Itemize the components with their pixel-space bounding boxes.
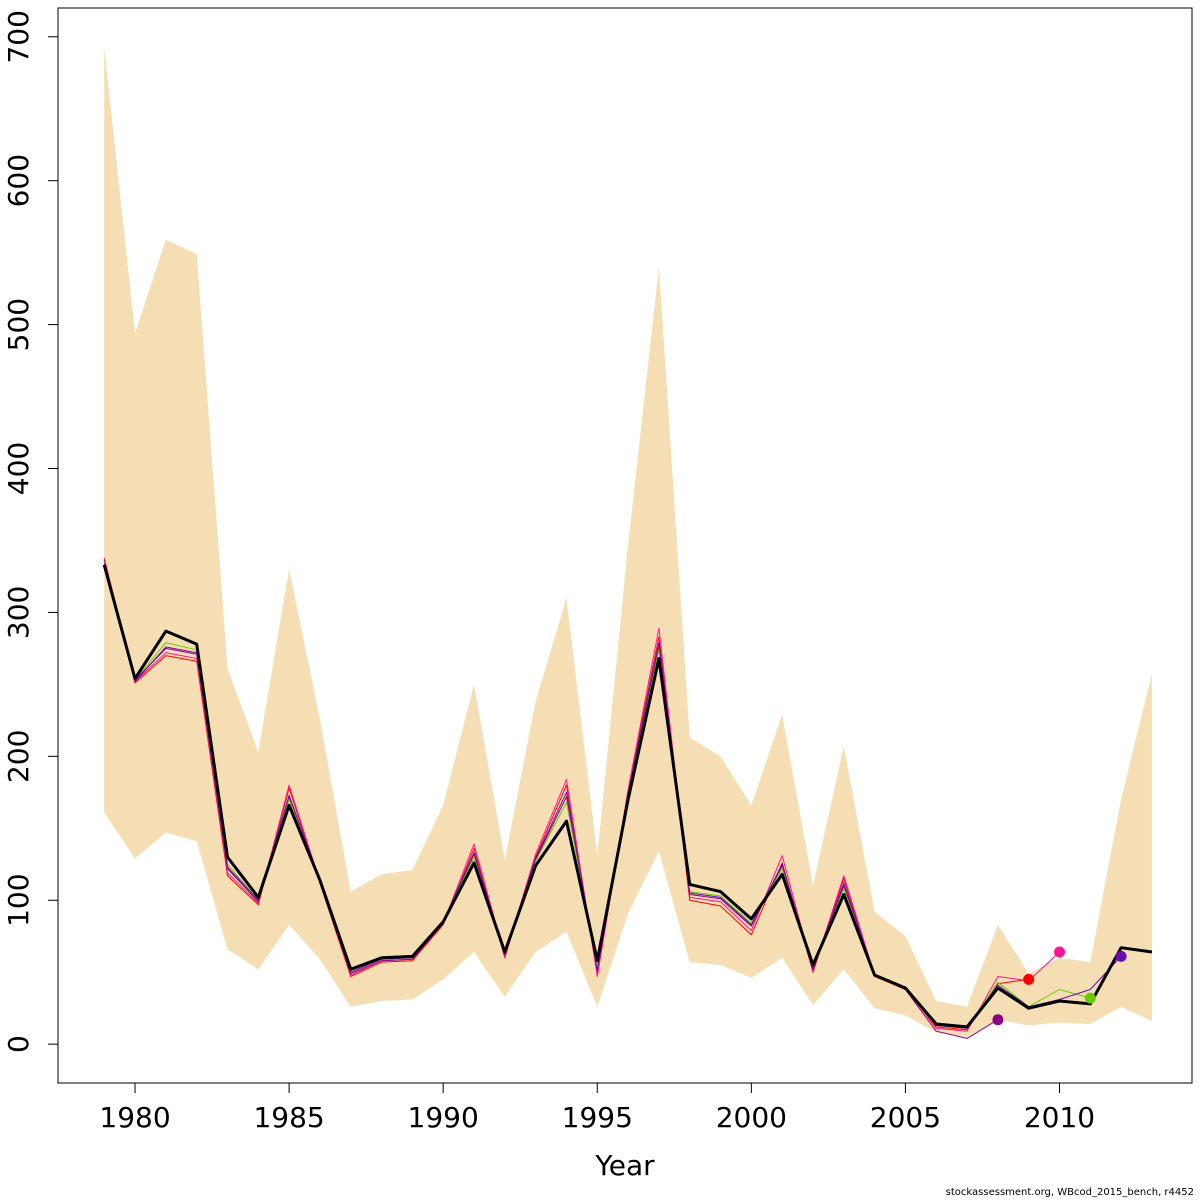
y-tick-label: 700: [2, 10, 35, 63]
x-tick-label: 1985: [253, 1101, 324, 1134]
x-tick-label: 1980: [99, 1101, 170, 1134]
y-tick-label: 0: [2, 1035, 35, 1053]
retrospective-line: [103, 560, 999, 1039]
y-axis: 0 100 200 300 400 500 600 700: [2, 10, 59, 1053]
series-lines-layer: [102, 557, 1153, 1039]
x-axis: 1980 1985 1990 1995 2000 2005 2010: [99, 1082, 1095, 1134]
x-axis-title: Year: [594, 1149, 655, 1182]
retrospective-endpoint-marker: [1115, 950, 1127, 962]
retrospective-endpoint-marker: [1054, 946, 1065, 958]
y-tick-label: 600: [2, 154, 35, 207]
main-estimate-line: [102, 564, 1153, 1029]
x-tick-label: 1995: [562, 1101, 633, 1134]
footer-note: stockassessment.org, WBcod_2015_bench, r…: [945, 1187, 1194, 1198]
y-tick-label: 400: [2, 442, 35, 495]
x-tick-label: 2010: [1024, 1101, 1095, 1134]
y-tick-label: 100: [2, 873, 35, 926]
confidence-band-layer: [104, 46, 1152, 1037]
retrospective-endpoint-marker: [992, 1014, 1004, 1026]
retrospective-endpoint-marker: [1084, 992, 1096, 1004]
x-tick-label: 2005: [870, 1101, 941, 1134]
x-tick-label: 2000: [716, 1101, 787, 1134]
y-tick-label: 200: [2, 730, 35, 783]
endpoint-markers-layer: [992, 946, 1127, 1026]
retrospective-endpoint-marker: [1023, 973, 1035, 985]
y-tick-label: 500: [2, 298, 35, 351]
y-tick-label: 300: [2, 586, 35, 639]
confidence-band: [104, 46, 1152, 1037]
x-tick-label: 1990: [408, 1101, 479, 1134]
